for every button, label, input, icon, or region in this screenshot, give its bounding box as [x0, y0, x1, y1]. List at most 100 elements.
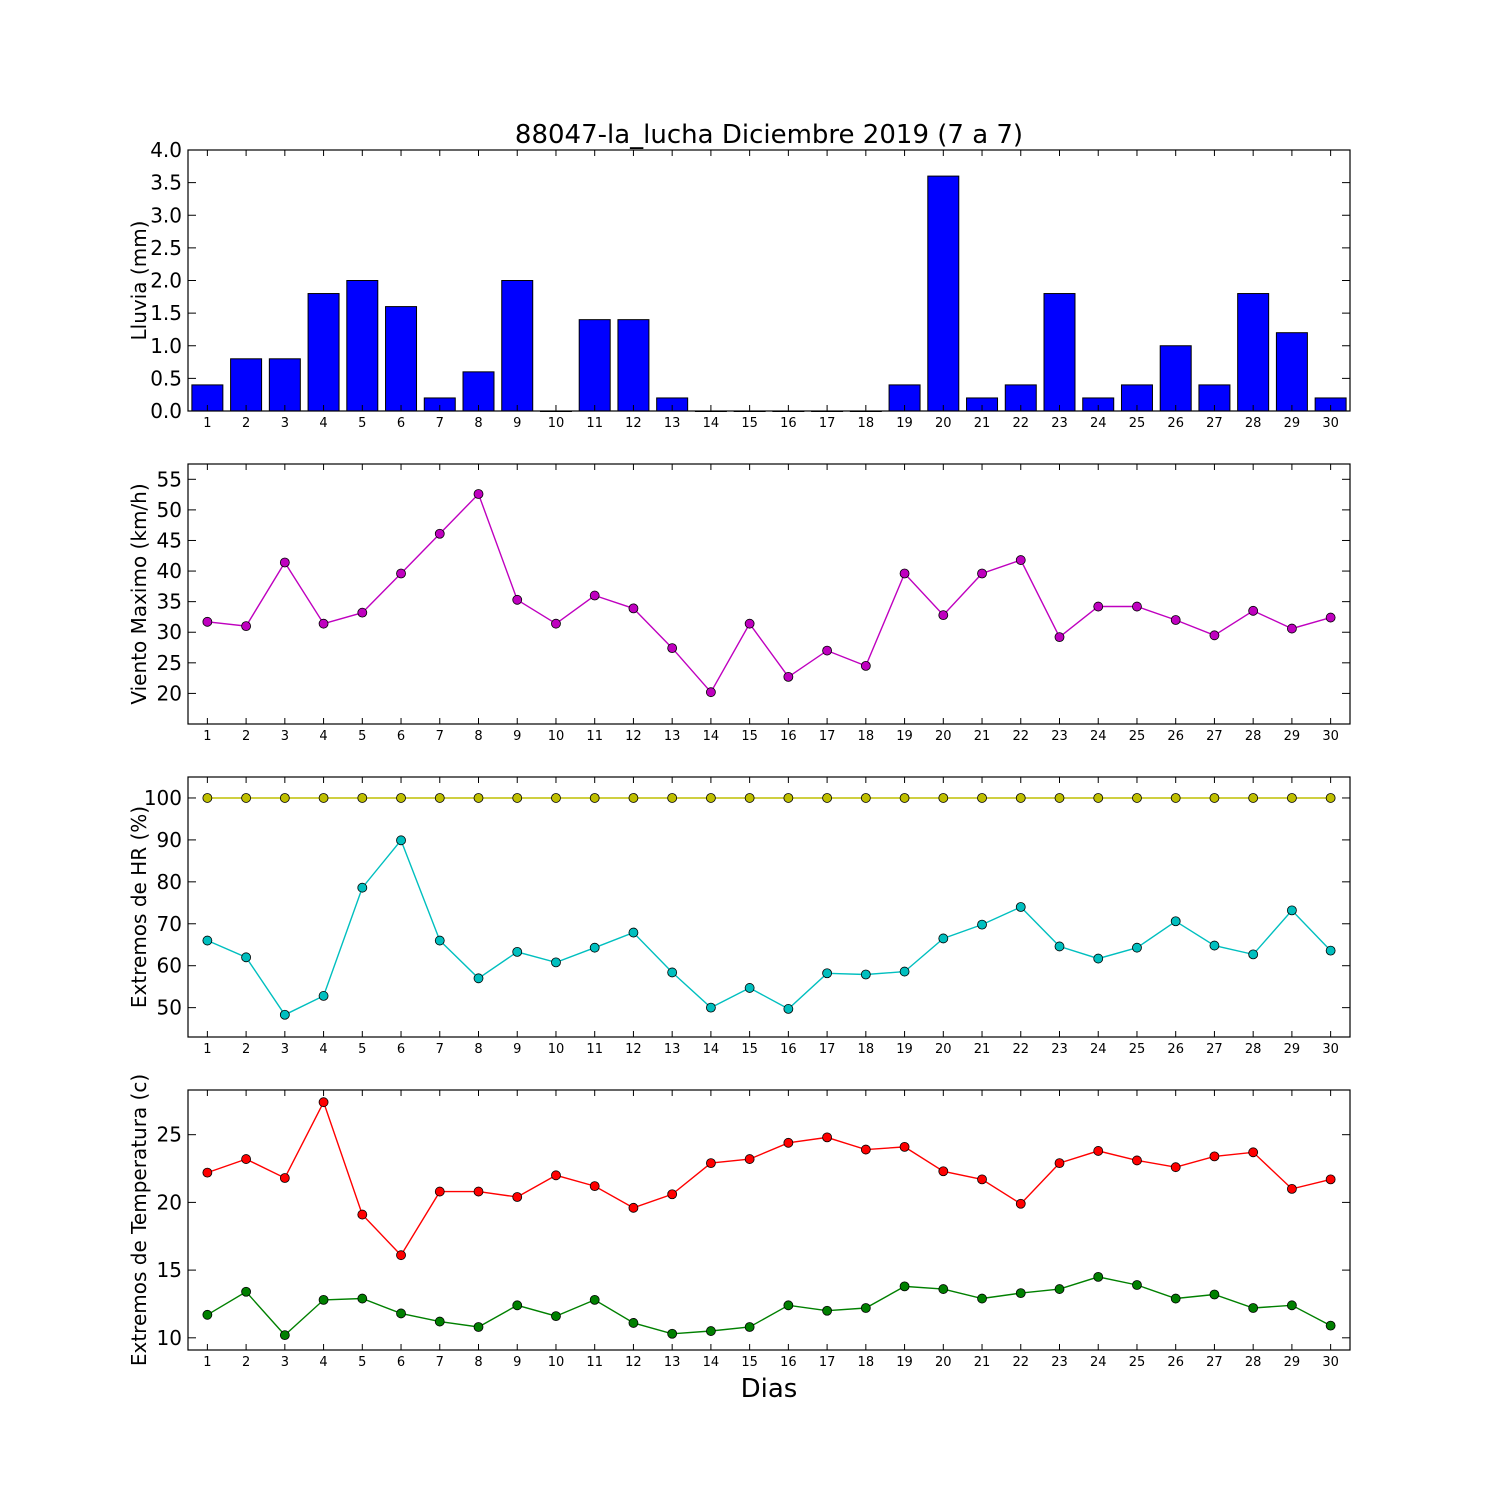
point-temperatura-1-22	[1015, 1198, 1026, 1209]
x-tick-label-viento: 3	[281, 729, 289, 744]
x-tick-label-hr: 29	[1284, 1042, 1301, 1057]
x-tick-label-lluvia: 6	[397, 416, 405, 431]
x-tick-label-hr: 24	[1090, 1042, 1107, 1057]
x-tick-label-temperatura: 29	[1284, 1355, 1301, 1370]
point-viento-1-13	[667, 643, 678, 654]
point-hr-2-26	[1170, 916, 1181, 927]
x-tick-label-temperatura: 1	[203, 1355, 211, 1370]
point-temperatura-2-26	[1170, 1293, 1181, 1304]
figure-title: 88047-la_lucha Diciembre 2019 (7 a 7)	[515, 120, 1023, 150]
x-tick-label-lluvia: 18	[858, 416, 875, 431]
point-viento-1-20	[938, 610, 949, 621]
x-tick-label-lluvia: 11	[586, 416, 603, 431]
x-tick-label-lluvia: 1	[203, 416, 211, 431]
point-hr-2-5	[357, 882, 368, 893]
point-viento-1-1	[202, 616, 213, 627]
point-temperatura-1-21	[977, 1174, 987, 1185]
point-hr-1-5	[357, 793, 368, 803]
x-tick-label-temperatura: 17	[819, 1355, 836, 1370]
x-tick-label-lluvia: 26	[1167, 416, 1184, 431]
y-tick-label-hr: 100	[144, 786, 182, 810]
x-tick-label-hr: 26	[1167, 1042, 1184, 1057]
point-hr-1-17	[822, 793, 832, 803]
point-viento-1-25	[1132, 601, 1142, 612]
point-temperatura-1-11	[589, 1181, 600, 1192]
point-hr-1-15	[744, 793, 755, 803]
x-tick-label-hr: 2	[242, 1042, 250, 1057]
point-temperatura-1-20	[938, 1166, 949, 1177]
point-viento-1-23	[1054, 632, 1065, 643]
point-hr-2-29	[1287, 905, 1297, 916]
point-temperatura-1-30	[1325, 1174, 1336, 1185]
point-hr-2-16	[783, 1004, 794, 1014]
x-tick-label-temperatura: 23	[1051, 1355, 1068, 1370]
point-hr-2-7	[434, 935, 445, 946]
point-hr-2-30	[1325, 945, 1336, 956]
point-hr-2-3	[279, 1009, 290, 1020]
y-tick-label-lluvia: 2.0	[150, 269, 182, 293]
x-tick-label-hr: 10	[548, 1042, 565, 1057]
x-tick-label-lluvia: 15	[741, 416, 758, 431]
point-hr-2-4	[318, 991, 329, 1001]
point-temperatura-2-5	[357, 1293, 368, 1304]
y-tick-label-temperatura: 15	[157, 1258, 182, 1282]
bar-lluvia-28	[1237, 293, 1270, 412]
x-tick-label-viento: 7	[436, 729, 444, 744]
point-temperatura-2-25	[1132, 1280, 1142, 1290]
point-temperatura-2-22	[1015, 1288, 1026, 1299]
x-tick-label-viento: 8	[474, 729, 482, 744]
point-hr-2-24	[1093, 953, 1104, 964]
y-tick-label-lluvia: 3.5	[150, 171, 182, 195]
point-temperatura-1-12	[628, 1202, 639, 1213]
x-tick-label-lluvia: 17	[819, 416, 836, 431]
point-viento-1-3	[279, 557, 290, 568]
point-hr-2-23	[1054, 941, 1065, 952]
point-hr-2-15	[744, 983, 755, 993]
bar-lluvia-9	[501, 280, 534, 412]
x-tick-label-hr: 28	[1245, 1042, 1262, 1057]
point-temperatura-2-15	[744, 1322, 755, 1332]
y-tick-label-lluvia: 1.0	[150, 334, 182, 358]
point-viento-1-26	[1170, 615, 1181, 625]
bar-lluvia-4	[307, 293, 340, 412]
point-viento-1-18	[860, 660, 871, 671]
y-tick-label-hr: 60	[157, 954, 182, 978]
x-tick-label-viento: 21	[974, 729, 991, 744]
x-tick-label-hr: 25	[1129, 1042, 1146, 1057]
y-tick-label-viento: 50	[157, 498, 182, 522]
x-tick-label-hr: 6	[397, 1042, 405, 1057]
x-tick-label-temperatura: 19	[896, 1355, 913, 1370]
x-tick-label-lluvia: 27	[1206, 416, 1223, 431]
point-viento-1-22	[1015, 555, 1026, 565]
x-tick-label-lluvia: 30	[1322, 416, 1339, 431]
point-hr-2-21	[977, 919, 987, 930]
x-tick-label-temperatura: 26	[1167, 1355, 1184, 1370]
point-viento-1-7	[434, 528, 445, 539]
x-tick-label-lluvia: 14	[703, 416, 720, 431]
x-tick-label-hr: 4	[319, 1042, 327, 1057]
point-temperatura-1-28	[1248, 1147, 1259, 1158]
x-tick-label-viento: 14	[703, 729, 720, 744]
x-tick-label-temperatura: 7	[436, 1355, 444, 1370]
point-hr-2-1	[202, 935, 213, 946]
bar-lluvia-12	[617, 319, 650, 412]
point-hr-2-13	[667, 967, 678, 978]
x-tick-label-viento: 6	[397, 729, 405, 744]
point-temperatura-2-10	[551, 1311, 561, 1322]
point-temperatura-1-24	[1093, 1146, 1104, 1156]
x-tick-label-lluvia: 8	[474, 416, 482, 431]
x-tick-label-lluvia: 23	[1051, 416, 1068, 431]
point-temperatura-2-11	[589, 1294, 600, 1305]
point-hr-2-11	[589, 942, 600, 953]
point-temperatura-2-27	[1209, 1289, 1220, 1300]
bar-lluvia-5	[346, 280, 379, 412]
point-hr-1-13	[667, 793, 678, 803]
x-tick-label-viento: 9	[513, 729, 521, 744]
point-temperatura-1-23	[1054, 1158, 1065, 1169]
x-tick-label-hr: 7	[436, 1042, 444, 1057]
point-hr-2-19	[899, 966, 910, 977]
point-hr-1-12	[628, 793, 639, 803]
point-hr-1-11	[589, 793, 600, 803]
point-hr-1-9	[512, 793, 523, 803]
point-temperatura-2-29	[1287, 1300, 1297, 1311]
